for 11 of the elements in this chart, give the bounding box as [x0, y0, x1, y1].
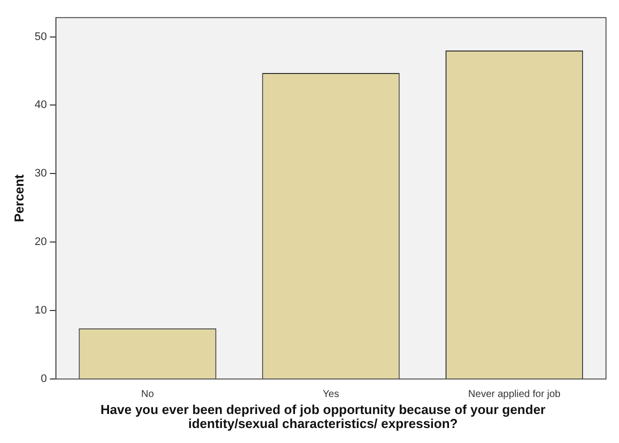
- x-tick-label: Yes: [322, 388, 340, 400]
- y-tick-label: 10: [34, 304, 47, 317]
- y-tick-label: 50: [34, 30, 47, 43]
- x-axis-title: Have you ever been deprived of job opportunity because of your gender identity/sexual characteristics/ expression?: [100, 402, 546, 431]
- y-tick-label: 20: [34, 236, 47, 248]
- y-tick-label: 0: [40, 373, 47, 386]
- x-tick-label: Never applied for job: [468, 388, 561, 400]
- y-tick-label: 40: [34, 99, 47, 112]
- y-tick-label: 30: [34, 168, 47, 180]
- x-tick-label: No: [141, 388, 154, 400]
- y-axis-title: Percent: [11, 174, 26, 222]
